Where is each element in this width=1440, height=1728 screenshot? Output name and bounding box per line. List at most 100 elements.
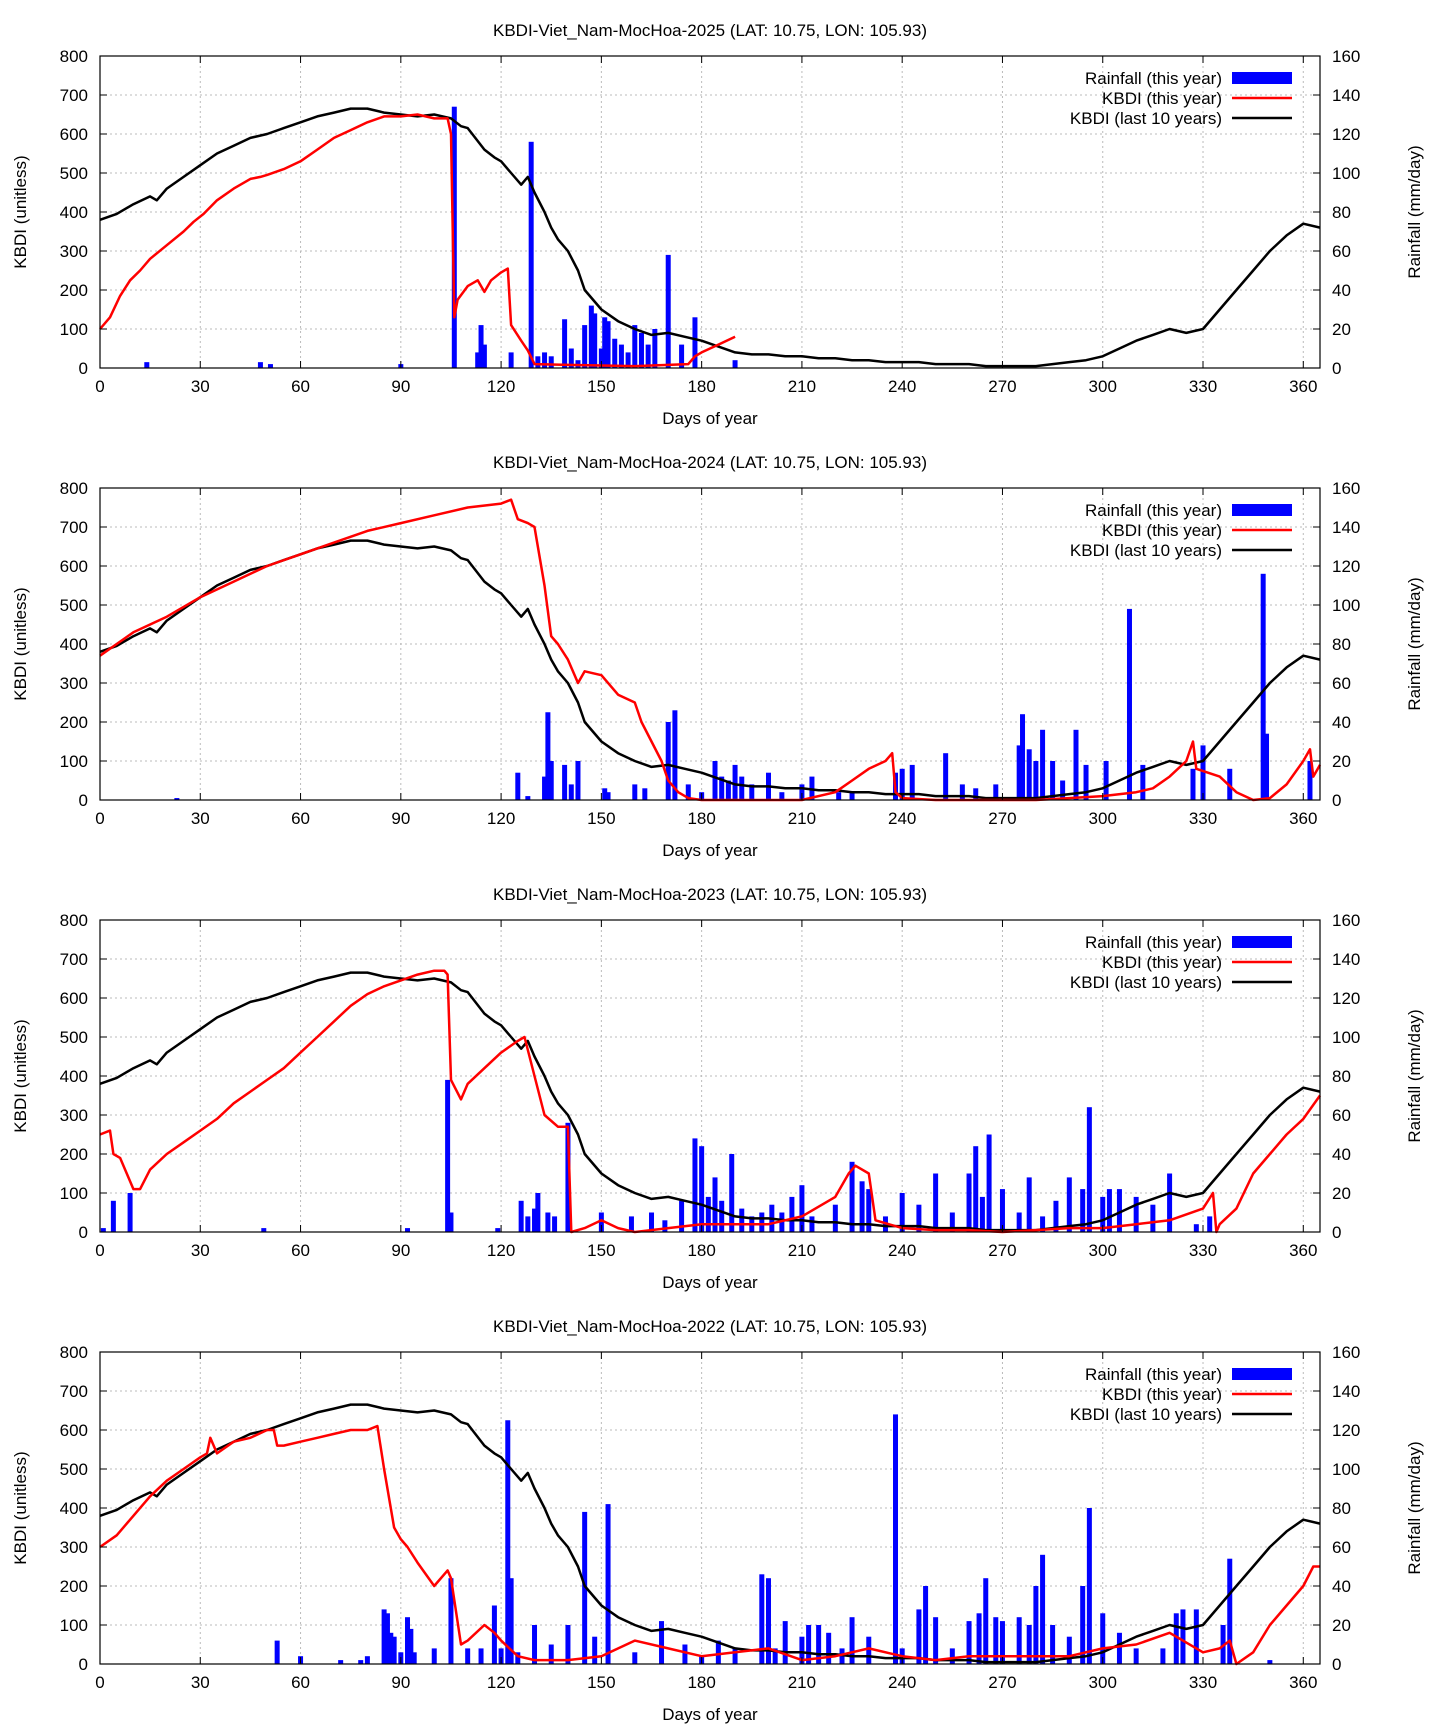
y-tick-label: 100 — [60, 1616, 88, 1635]
rainfall-bar — [602, 317, 608, 368]
rainfall-bar — [632, 784, 638, 800]
rainfall-bar — [1193, 1224, 1199, 1232]
rainfall-bar — [1086, 1107, 1092, 1232]
rainfall-bar — [174, 798, 180, 800]
rainfall-bar — [1103, 761, 1109, 800]
x-axis-label: Days of year — [662, 409, 758, 428]
rainfall-bar — [582, 325, 588, 368]
x-axis-label: Days of year — [662, 1273, 758, 1292]
rainfall-bar — [933, 1173, 939, 1232]
rainfall-bar — [966, 1173, 972, 1232]
chart-title: KBDI-Viet_Nam-MocHoa-2024 (LAT: 10.75, L… — [493, 453, 927, 472]
y2-tick-label: 60 — [1332, 242, 1351, 261]
y-tick-label: 600 — [60, 557, 88, 576]
rainfall-bar — [381, 1609, 387, 1664]
rainfall-bar — [267, 364, 273, 368]
rainfall-bar — [739, 1208, 745, 1232]
rainfall-bar — [652, 329, 658, 368]
rainfall-bar — [973, 1146, 979, 1232]
kbdi-this-year-line — [99, 1424, 1320, 1666]
y-tick-label: 700 — [60, 950, 88, 969]
rainfall-bar — [979, 1196, 985, 1232]
x-tick-label: 270 — [988, 1673, 1016, 1692]
x-tick-label: 210 — [788, 1241, 816, 1260]
y2-tick-label: 140 — [1332, 1382, 1360, 1401]
rainfall-bar — [1020, 714, 1026, 800]
chart-title: KBDI-Viet_Nam-MocHoa-2022 (LAT: 10.75, L… — [493, 1317, 927, 1336]
y-tick-label: 300 — [60, 1538, 88, 1557]
rainfall-bar — [562, 764, 568, 800]
rainfall-bar — [565, 1625, 571, 1664]
rainfall-bar — [552, 1216, 558, 1232]
y2-tick-label: 160 — [1332, 1343, 1360, 1362]
rainfall-bar — [605, 321, 611, 368]
rainfall-bar — [679, 344, 685, 368]
legend-label: Rainfall (this year) — [1085, 69, 1222, 88]
y2-axis-label: Rainfall (mm/day) — [1405, 1441, 1424, 1574]
y2-tick-label: 140 — [1332, 518, 1360, 537]
rainfall-bar — [799, 784, 805, 800]
rainfall-bar — [993, 1617, 999, 1664]
rainfall-bar — [518, 1200, 524, 1232]
rainfall-bar — [612, 338, 618, 368]
rainfall-bar — [849, 792, 855, 800]
rainfall-bar — [478, 325, 484, 368]
rainfall-bar — [565, 1122, 571, 1232]
y-tick-label: 400 — [60, 1067, 88, 1086]
rainfall-bar — [739, 776, 745, 800]
x-axis-label: Days of year — [662, 1705, 758, 1724]
rainfall-bar — [515, 1652, 521, 1664]
rainfall-bar — [1073, 729, 1079, 800]
x-tick-label: 270 — [988, 1241, 1016, 1260]
rainfall-bar — [515, 772, 521, 800]
rainfall-bar — [545, 712, 551, 800]
rainfall-bar — [618, 344, 624, 368]
rainfall-bar — [1167, 1173, 1173, 1232]
rainfall-bar — [705, 1196, 711, 1232]
rainfall-bar — [1133, 1648, 1139, 1664]
rainfall-bar — [575, 761, 581, 800]
y-tick-label: 800 — [60, 1343, 88, 1362]
rainfall-bar — [532, 1625, 538, 1664]
x-tick-label: 360 — [1289, 377, 1317, 396]
x-tick-label: 330 — [1189, 809, 1217, 828]
x-tick-label: 180 — [687, 1241, 715, 1260]
y-axis-label: KBDI (unitless) — [11, 155, 30, 268]
y2-tick-label: 40 — [1332, 713, 1351, 732]
rainfall-bar — [999, 1189, 1005, 1232]
rainfall-bar — [682, 1644, 688, 1664]
rainfall-bar — [1050, 1625, 1056, 1664]
x-tick-label: 90 — [391, 377, 410, 396]
x-tick-label: 360 — [1289, 1241, 1317, 1260]
rainfall-bar — [993, 784, 999, 800]
rainfall-bar — [1083, 764, 1089, 800]
rainfall-bar — [1060, 780, 1066, 800]
rainfall-bar — [1100, 1196, 1106, 1232]
y-axis-label: KBDI (unitless) — [11, 587, 30, 700]
rainfall-bar — [1307, 761, 1313, 800]
rainfall-bar — [388, 1632, 394, 1664]
y-tick-label: 300 — [60, 242, 88, 261]
x-tick-label: 60 — [291, 1241, 310, 1260]
x-tick-label: 0 — [95, 1673, 104, 1692]
rainfall-bar — [732, 360, 738, 368]
kbdi-this-year-line — [99, 498, 1322, 802]
y-tick-label: 400 — [60, 635, 88, 654]
rainfall-bar — [495, 1228, 501, 1232]
rainfall-bar — [665, 254, 671, 368]
y2-tick-label: 100 — [1332, 1028, 1360, 1047]
rainfall-bar — [1106, 1189, 1112, 1232]
x-tick-label: 330 — [1189, 1241, 1217, 1260]
y2-tick-label: 60 — [1332, 1106, 1351, 1125]
rainfall-bar — [1086, 1508, 1092, 1664]
y2-tick-label: 20 — [1332, 752, 1351, 771]
rainfall-bar — [715, 1640, 721, 1664]
rainfall-bar — [562, 319, 568, 368]
x-tick-label: 120 — [487, 1241, 515, 1260]
rainfall-bar — [602, 788, 608, 800]
y-tick-label: 400 — [60, 1499, 88, 1518]
rainfall-bar — [759, 1212, 765, 1232]
y-tick-label: 800 — [60, 47, 88, 66]
x-tick-label: 330 — [1189, 377, 1217, 396]
rainfall-bar — [548, 761, 554, 800]
